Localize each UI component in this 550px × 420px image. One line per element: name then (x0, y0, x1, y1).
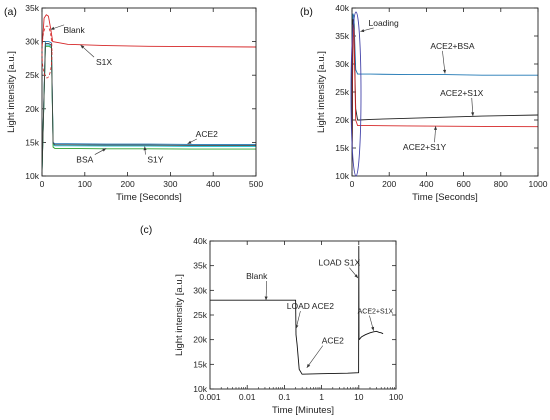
plot-frame (351, 7, 539, 177)
annotation-arrowhead (371, 326, 375, 331)
annotation-label: S1X (96, 57, 112, 67)
y-tick-label: 25k (193, 310, 207, 320)
y-axis-label: Light intensity [a.u.] (174, 274, 185, 356)
y-tick-label: 20k (193, 335, 207, 345)
annotation-label: ACE2 (196, 129, 218, 139)
annotation-label: ACE2 (322, 336, 344, 346)
x-tick-label: 100 (389, 392, 403, 402)
loading-highlight-ellipse (350, 11, 362, 177)
series-group (42, 14, 256, 173)
x-tick-label: 600 (457, 179, 471, 189)
plot-frame (209, 240, 397, 390)
annotation-arrowhead (187, 140, 192, 144)
annotation-arrowhead (102, 148, 107, 152)
series-group (210, 245, 384, 375)
x-axis-label: Time [Seconds] (412, 192, 478, 203)
y-tick-label: 25k (335, 87, 349, 97)
plot-frame (41, 7, 257, 177)
x-tick-label: 0.01 (239, 392, 256, 402)
y-tick-label: 10k (193, 384, 207, 394)
x-tick-label: 1000 (529, 179, 548, 189)
annotation-arrowhead (306, 363, 311, 368)
annotation-label: Blank (246, 271, 268, 281)
series-line (42, 41, 256, 171)
y-tick-label: 35k (25, 3, 39, 13)
y-axis-label: Light intensity [a.u.] (316, 51, 327, 133)
annotation-label: ACE2+BSA (430, 41, 475, 51)
y-tick-label: 30k (25, 37, 39, 47)
series-line (42, 14, 256, 49)
annotation-arrowhead (443, 69, 447, 74)
annotation-arrowhead (433, 126, 437, 130)
annotation-arrow (442, 50, 446, 74)
y-tick-label: 10k (335, 171, 349, 181)
x-tick-label: 0 (40, 179, 45, 189)
x-tick-label: 400 (206, 179, 220, 189)
y-tick-label: 35k (193, 261, 207, 271)
annotation-label: Blank (63, 25, 85, 35)
annotation-arrowhead (295, 324, 299, 329)
annotation-arrowhead (80, 45, 85, 49)
x-tick-label: 800 (494, 179, 508, 189)
y-axis-label: Light intensity [a.u.] (6, 51, 17, 133)
x-axis-label: Time [Minutes] (272, 405, 334, 416)
series-line (42, 43, 256, 172)
y-tick-label: 40k (335, 3, 349, 13)
series-line (210, 245, 384, 375)
x-axis-label: Time [Seconds] (116, 192, 182, 203)
x-tick-label: 200 (121, 179, 135, 189)
x-tick-label: 0.1 (278, 392, 290, 402)
panel-c: (c) 0.001 0.01 0.1 1 10 100 10k 15k 20k 25k 30k 35k 4… (140, 224, 403, 416)
panel-label: (c) (140, 224, 152, 236)
annotation-arrowhead (471, 112, 475, 117)
series-line (352, 13, 538, 171)
x-tick-label: 0 (350, 179, 355, 189)
annotation-label: ACE2+S1Y (403, 142, 447, 152)
y-tick-label: 15k (25, 137, 39, 147)
panel-a: (a) 0 100 200 300 400 500 10k 15k 20k 25k 30k 35k Tim… (4, 3, 263, 203)
y-tick-label: 20k (335, 115, 349, 125)
x-tick-label: 100 (78, 179, 92, 189)
y-tick-label: 25k (25, 70, 39, 80)
annotation-label: BSA (76, 155, 93, 165)
annotation-label: LOAD ACE2 (287, 301, 335, 311)
series-line (352, 24, 538, 171)
y-tick-label: 40k (193, 236, 207, 246)
annotation-label: ACE2+S1X (440, 88, 484, 98)
annotation-arrowhead (143, 146, 147, 151)
y-tick-label: 30k (193, 285, 207, 295)
y-tick-label: 20k (25, 104, 39, 114)
annotation-label: ACE2+S1X (358, 309, 394, 316)
x-tick-label: 0.001 (199, 392, 221, 402)
y-tick-label: 15k (335, 143, 349, 153)
y-tick-label: 30k (335, 59, 349, 69)
annotation-arrow (306, 345, 324, 368)
y-tick-label: 10k (25, 171, 39, 181)
annotation-arrowhead (354, 274, 358, 278)
x-tick-label: 400 (419, 179, 433, 189)
annotation-arrowhead (264, 296, 268, 301)
series-line (42, 45, 256, 173)
annotation-label: Loading (368, 18, 399, 28)
x-tick-label: 10 (354, 392, 364, 402)
series-line (42, 44, 256, 173)
panel-b: (b) 0 200 400 600 800 1000 10k 15k 20k 25k 30k 35k 40… (300, 3, 548, 203)
panel-label: (a) (4, 6, 17, 18)
y-tick-label: 15k (193, 359, 207, 369)
annotation-arrowhead (360, 29, 365, 33)
x-tick-label: 1 (319, 392, 324, 402)
x-tick-label: 200 (382, 179, 396, 189)
panel-label: (b) (300, 6, 313, 18)
annotation-label: S1Y (147, 155, 163, 165)
x-tick-label: 300 (163, 179, 177, 189)
annotation-label: LOAD S1X (319, 258, 361, 268)
blank-highlight-ellipse (41, 25, 53, 79)
x-tick-label: 500 (249, 179, 263, 189)
y-tick-label: 35k (335, 31, 349, 41)
annotation-arrowhead (50, 26, 55, 30)
